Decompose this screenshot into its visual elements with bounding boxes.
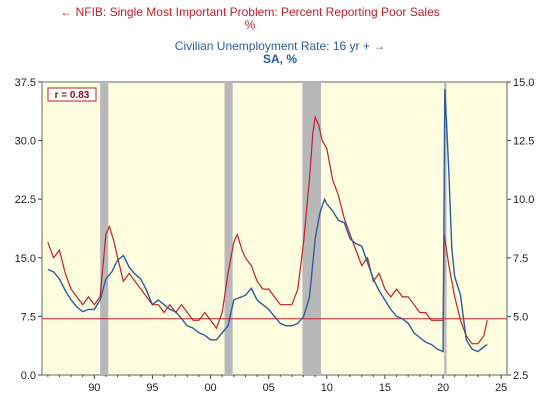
y-left-tick-label: 37.5 — [15, 77, 36, 89]
right-arrow-icon: → — [373, 39, 386, 53]
recession-band-1 — [224, 82, 233, 375]
series-blue-line — [47, 88, 488, 353]
correlation-box — [47, 87, 97, 102]
y-right-tick-label: 12.5 — [513, 136, 534, 148]
correlation-label: r = 0.83 — [55, 90, 90, 101]
plot-background — [41, 81, 508, 376]
y-left-tick-label: 30.0 — [15, 136, 36, 148]
x-tick-label: 90 — [88, 382, 100, 394]
y-right-tick-label: 5.0 — [513, 311, 528, 323]
y-right-tick-label: 15.0 — [513, 77, 534, 89]
series-red-line — [47, 115, 488, 345]
y-right-tick-label: 10.0 — [513, 194, 534, 206]
recession-band-0 — [100, 82, 109, 375]
legend-red: ← NFIB: Single Most Important Problem: P… — [20, 6, 480, 32]
y-right-tick-label: 2.5 — [513, 370, 528, 382]
y-left-tick-label: 7.5 — [21, 311, 36, 323]
x-tick-label: 15 — [379, 382, 391, 394]
x-tick-label: 05 — [263, 382, 275, 394]
recession-band-3 — [444, 82, 447, 375]
y-right-tick-label: 7.5 — [513, 253, 528, 265]
legend-blue-unit: SA, % — [262, 52, 297, 66]
x-tick-label: 20 — [437, 382, 449, 394]
x-tick-label: 25 — [495, 382, 507, 394]
y-left-tick-label: 22.5 — [15, 194, 36, 206]
x-tick-label: 10 — [321, 382, 333, 394]
legend-red-label: NFIB: Single Most Important Problem: Per… — [75, 5, 440, 19]
legend-red-unit: % — [244, 18, 256, 32]
legend-blue: Civilian Unemployment Rate: 16 yr + → SA… — [100, 40, 460, 66]
y-left-tick-label: 0.0 — [21, 370, 36, 382]
y-left-tick-label: 15.0 — [15, 253, 36, 265]
left-arrow-icon: ← — [60, 5, 73, 19]
legend-blue-label: Civilian Unemployment Rate: 16 yr + — [174, 39, 370, 53]
x-tick-label: 00 — [204, 382, 216, 394]
recession-band-2 — [302, 82, 321, 375]
x-tick-label: 95 — [146, 382, 158, 394]
